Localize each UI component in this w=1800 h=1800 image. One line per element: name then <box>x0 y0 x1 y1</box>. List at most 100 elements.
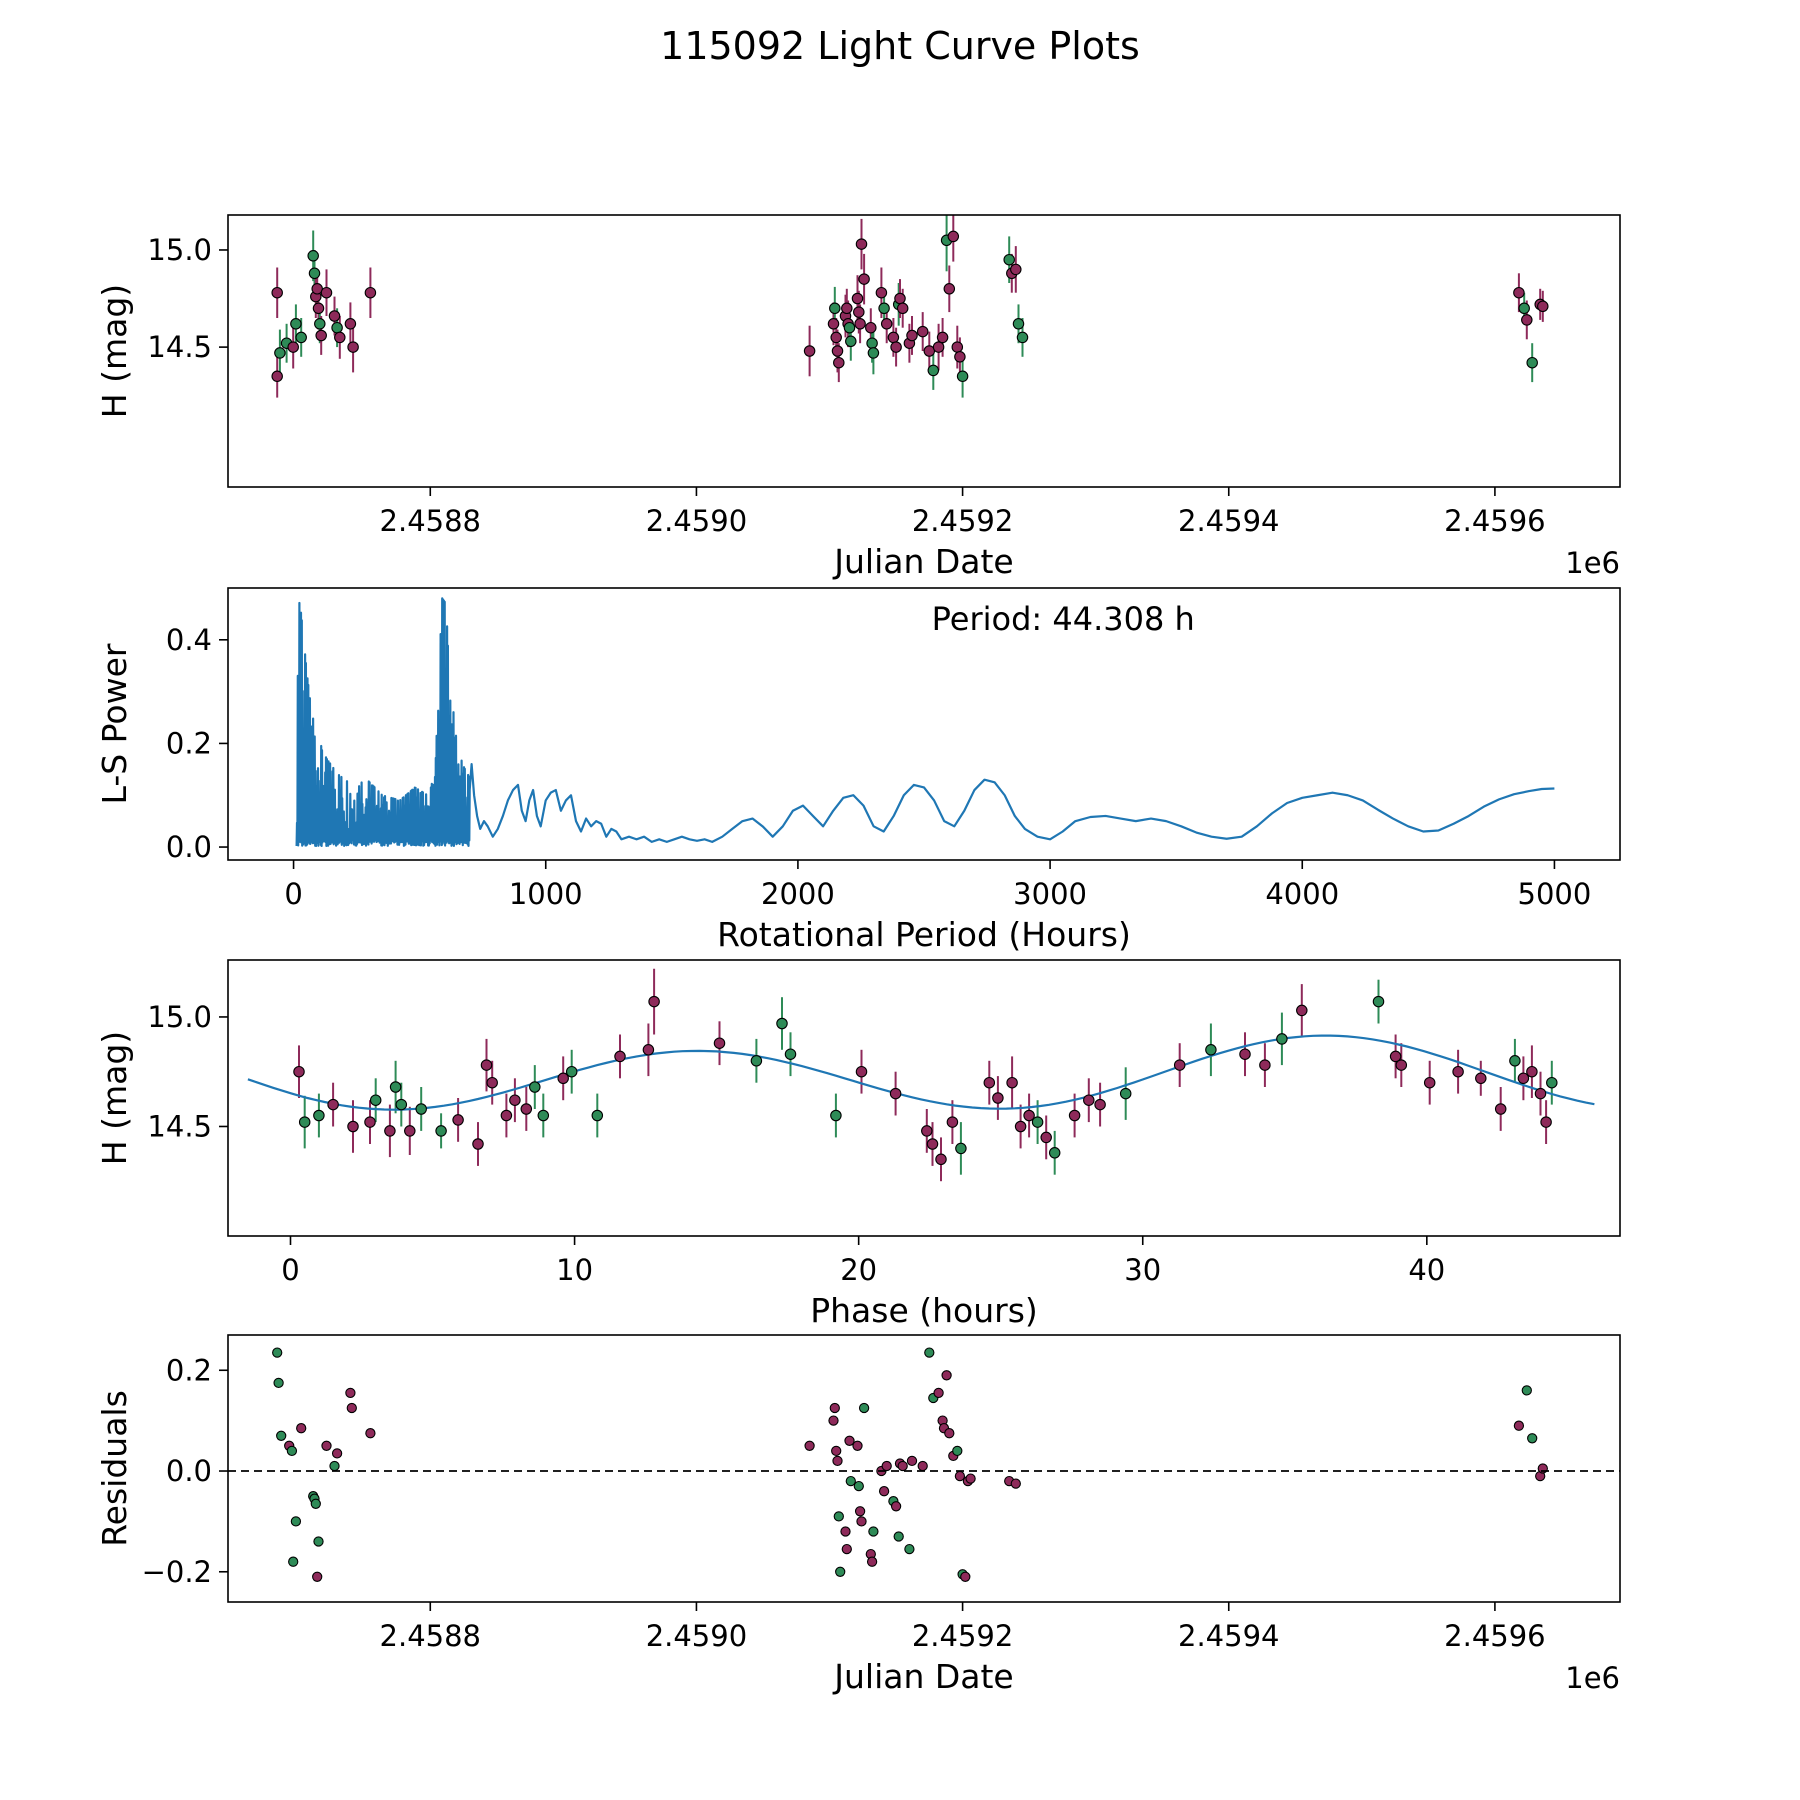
data-point <box>926 1138 939 1150</box>
data-point <box>452 1114 464 1126</box>
data-point <box>287 341 299 353</box>
x-tick-label: 2.4596 <box>1444 1619 1545 1653</box>
data-point <box>296 1423 307 1434</box>
data-point <box>851 292 864 305</box>
x-tick-label: 0 <box>281 1253 299 1287</box>
axis-offset-label: 1e6 <box>1565 1661 1620 1695</box>
data-point <box>642 1044 655 1056</box>
axes-frame <box>227 959 1621 1237</box>
data-point <box>881 1460 892 1472</box>
data-point <box>1513 1420 1525 1431</box>
data-point <box>1276 1033 1288 1045</box>
data-point <box>288 1556 299 1567</box>
data-point <box>1010 263 1022 276</box>
data-point <box>858 273 870 285</box>
data-point <box>271 370 283 383</box>
x-tick-label: 3000 <box>1013 877 1087 911</box>
data-point <box>845 335 857 348</box>
data-point <box>804 1440 815 1451</box>
data-point <box>290 1516 302 1527</box>
data-point <box>983 1076 996 1089</box>
data-point <box>829 1402 840 1414</box>
data-point <box>889 1087 902 1100</box>
data-point <box>956 370 969 383</box>
x-tick-label: 2.4592 <box>912 1619 1013 1653</box>
period-annotation: Period: 44.308 h <box>932 600 1195 638</box>
data-point <box>1517 1072 1530 1085</box>
data-point <box>312 302 325 315</box>
data-point <box>1540 1116 1552 1128</box>
residuals-data <box>272 1347 1548 1582</box>
data-point <box>365 1428 376 1439</box>
data-point <box>927 364 940 377</box>
data-point <box>827 318 840 330</box>
data-point <box>831 1445 842 1457</box>
data-point <box>1239 1048 1251 1060</box>
data-point <box>843 321 856 334</box>
data-point <box>520 1103 533 1115</box>
y-tick-label: 14.5 <box>147 1109 212 1143</box>
data-point <box>841 302 853 315</box>
data-point <box>274 347 286 359</box>
data-point <box>1010 1478 1021 1489</box>
x-tick-label: 2000 <box>761 877 835 911</box>
x-tick-label: 0 <box>284 877 302 911</box>
x-tick-label: 10 <box>556 1253 593 1287</box>
data-point <box>854 1506 866 1517</box>
data-point <box>713 1037 726 1049</box>
data-point <box>529 1081 541 1093</box>
panel-periodogram: 0 1000 2000 3000 4000 5000 0.0 0.2 0.4 Rotational… <box>95 587 1621 954</box>
panel-phase: 0 10 20 30 40 14.5 15.0 Phase (hours) H (mag) <box>95 959 1621 1330</box>
data-point <box>830 331 842 344</box>
x-tick-label: 2.4590 <box>646 1619 747 1653</box>
data-point <box>369 1094 382 1106</box>
data-point <box>866 337 878 349</box>
data-point <box>955 1142 967 1155</box>
data-point <box>389 1081 402 1093</box>
data-point <box>1006 1076 1018 1089</box>
data-point <box>327 1098 339 1111</box>
data-point <box>1259 1059 1271 1071</box>
data-point <box>1205 1044 1217 1056</box>
data-point <box>946 1116 959 1128</box>
data-point <box>315 329 327 342</box>
x-tick-label: 20 <box>840 1253 877 1287</box>
data-point <box>936 331 949 344</box>
data-point <box>565 1065 578 1078</box>
data-point <box>878 1486 890 1497</box>
data-point <box>1423 1076 1436 1089</box>
x-axis-label: Julian Date <box>832 1657 1014 1696</box>
data-point <box>1094 1098 1106 1111</box>
data-point <box>865 321 877 334</box>
x-axis-label: Julian Date <box>832 542 1014 581</box>
data-point <box>841 1543 852 1555</box>
data-point <box>345 1387 356 1399</box>
data-point <box>943 283 956 295</box>
phase-data <box>247 968 1595 1182</box>
data-point <box>310 1498 321 1509</box>
data-point <box>298 1116 311 1128</box>
data-point <box>286 1445 298 1457</box>
data-point <box>1509 1055 1521 1067</box>
axes-frame <box>227 214 1621 488</box>
data-point <box>941 1370 952 1381</box>
x-tick-label: 4000 <box>1265 877 1339 911</box>
data-point <box>384 1125 396 1137</box>
data-point <box>1389 1050 1402 1063</box>
data-point <box>307 250 319 262</box>
data-point <box>435 1125 447 1137</box>
ls-power-line <box>295 597 1555 848</box>
data-point <box>1031 1116 1044 1128</box>
data-point <box>1537 300 1549 313</box>
y-axis-label: L-S Power <box>95 643 134 804</box>
data-point <box>875 286 888 299</box>
data-point <box>1521 1385 1532 1396</box>
data-point <box>878 302 890 315</box>
axes-frame <box>227 587 1621 861</box>
data-point <box>887 331 900 344</box>
lightcurve-data <box>271 215 1549 398</box>
data-point <box>917 1460 928 1472</box>
data-point <box>1016 331 1029 344</box>
data-point <box>951 341 964 353</box>
